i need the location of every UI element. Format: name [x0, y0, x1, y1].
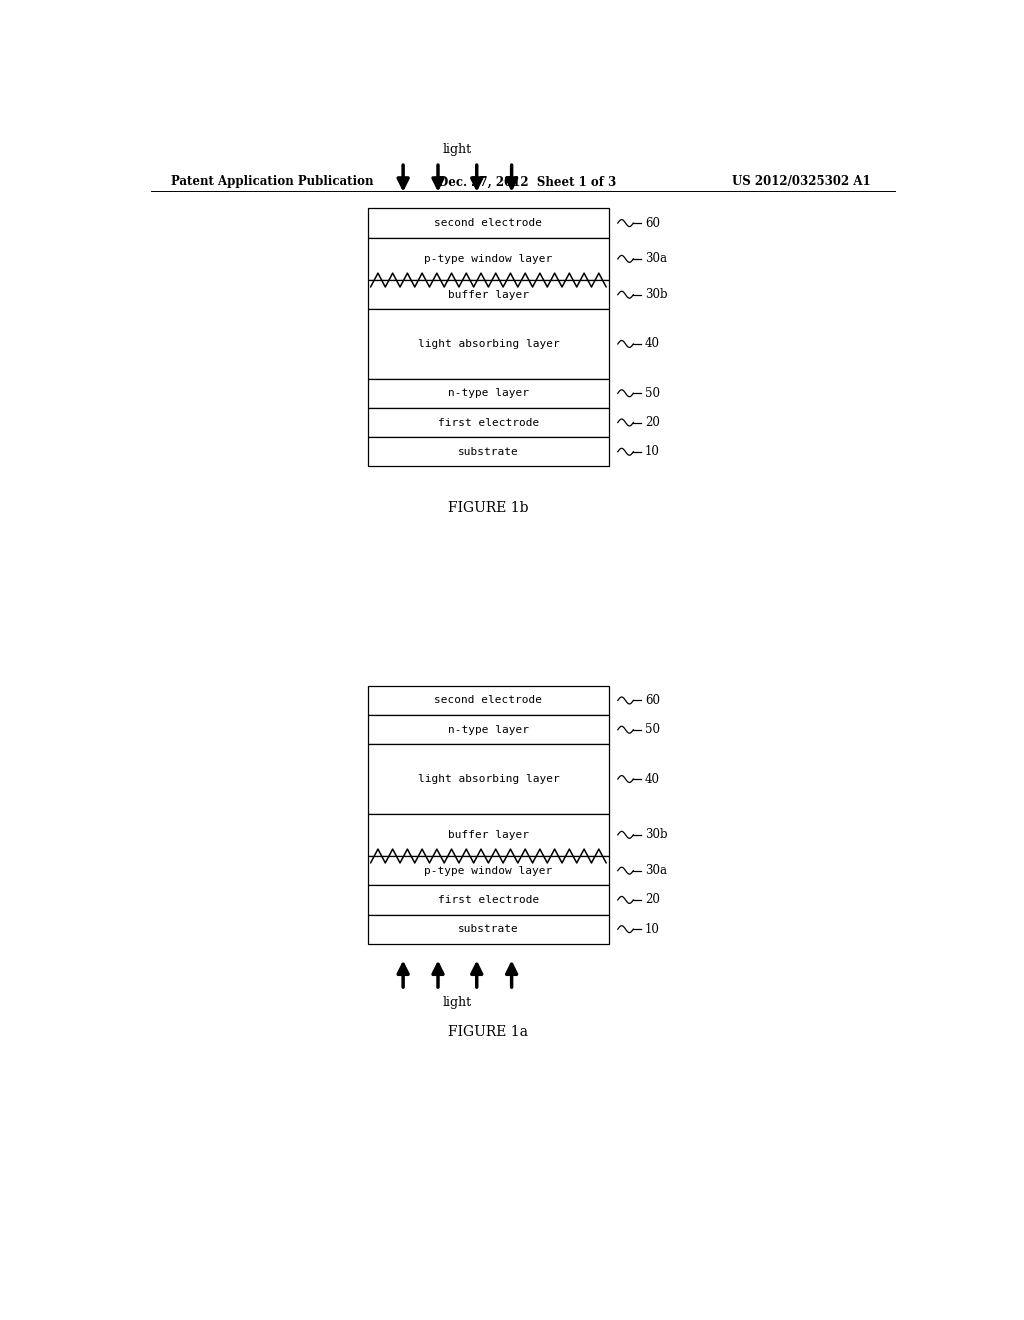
- Bar: [369, 857, 608, 886]
- Text: 30b: 30b: [645, 288, 668, 301]
- Text: light absorbing layer: light absorbing layer: [418, 339, 559, 348]
- Text: FIGURE 1a: FIGURE 1a: [449, 1024, 528, 1039]
- Text: 20: 20: [645, 894, 659, 907]
- Text: 30a: 30a: [645, 865, 667, 878]
- Bar: [369, 408, 608, 437]
- Text: US 2012/0325302 A1: US 2012/0325302 A1: [732, 176, 871, 189]
- Text: 10: 10: [645, 923, 659, 936]
- Text: 50: 50: [645, 387, 659, 400]
- Text: 20: 20: [645, 416, 659, 429]
- Bar: [369, 886, 608, 915]
- Text: light: light: [442, 997, 472, 1010]
- Bar: [369, 715, 608, 744]
- Text: Dec. 27, 2012  Sheet 1 of 3: Dec. 27, 2012 Sheet 1 of 3: [438, 176, 616, 189]
- Text: second electrode: second electrode: [434, 218, 543, 228]
- Text: second electrode: second electrode: [434, 696, 543, 705]
- Text: 40: 40: [645, 338, 659, 351]
- Text: n-type layer: n-type layer: [447, 388, 528, 399]
- Text: n-type layer: n-type layer: [447, 725, 528, 735]
- Text: substrate: substrate: [458, 924, 519, 935]
- Bar: [369, 437, 608, 466]
- Text: first electrode: first electrode: [437, 417, 539, 428]
- Text: buffer layer: buffer layer: [447, 830, 528, 840]
- Text: buffer layer: buffer layer: [447, 289, 528, 300]
- Text: 40: 40: [645, 772, 659, 785]
- Text: 60: 60: [645, 694, 659, 708]
- Text: substrate: substrate: [458, 446, 519, 457]
- Bar: [369, 309, 608, 379]
- Text: p-type window layer: p-type window layer: [424, 866, 553, 875]
- Bar: [369, 813, 608, 857]
- Text: light absorbing layer: light absorbing layer: [418, 774, 559, 784]
- Text: 10: 10: [645, 445, 659, 458]
- Bar: [369, 238, 608, 280]
- Text: p-type window layer: p-type window layer: [424, 253, 553, 264]
- Bar: [369, 379, 608, 408]
- Bar: [369, 209, 608, 238]
- Text: 60: 60: [645, 216, 659, 230]
- Text: 50: 50: [645, 723, 659, 737]
- Text: light: light: [442, 143, 472, 156]
- Text: Patent Application Publication: Patent Application Publication: [171, 176, 373, 189]
- Bar: [369, 686, 608, 715]
- Text: FIGURE 1b: FIGURE 1b: [449, 502, 528, 515]
- Bar: [369, 915, 608, 944]
- Text: 30a: 30a: [645, 252, 667, 265]
- Text: 30b: 30b: [645, 829, 668, 841]
- Text: first electrode: first electrode: [437, 895, 539, 906]
- Bar: [369, 744, 608, 813]
- Bar: [369, 280, 608, 309]
